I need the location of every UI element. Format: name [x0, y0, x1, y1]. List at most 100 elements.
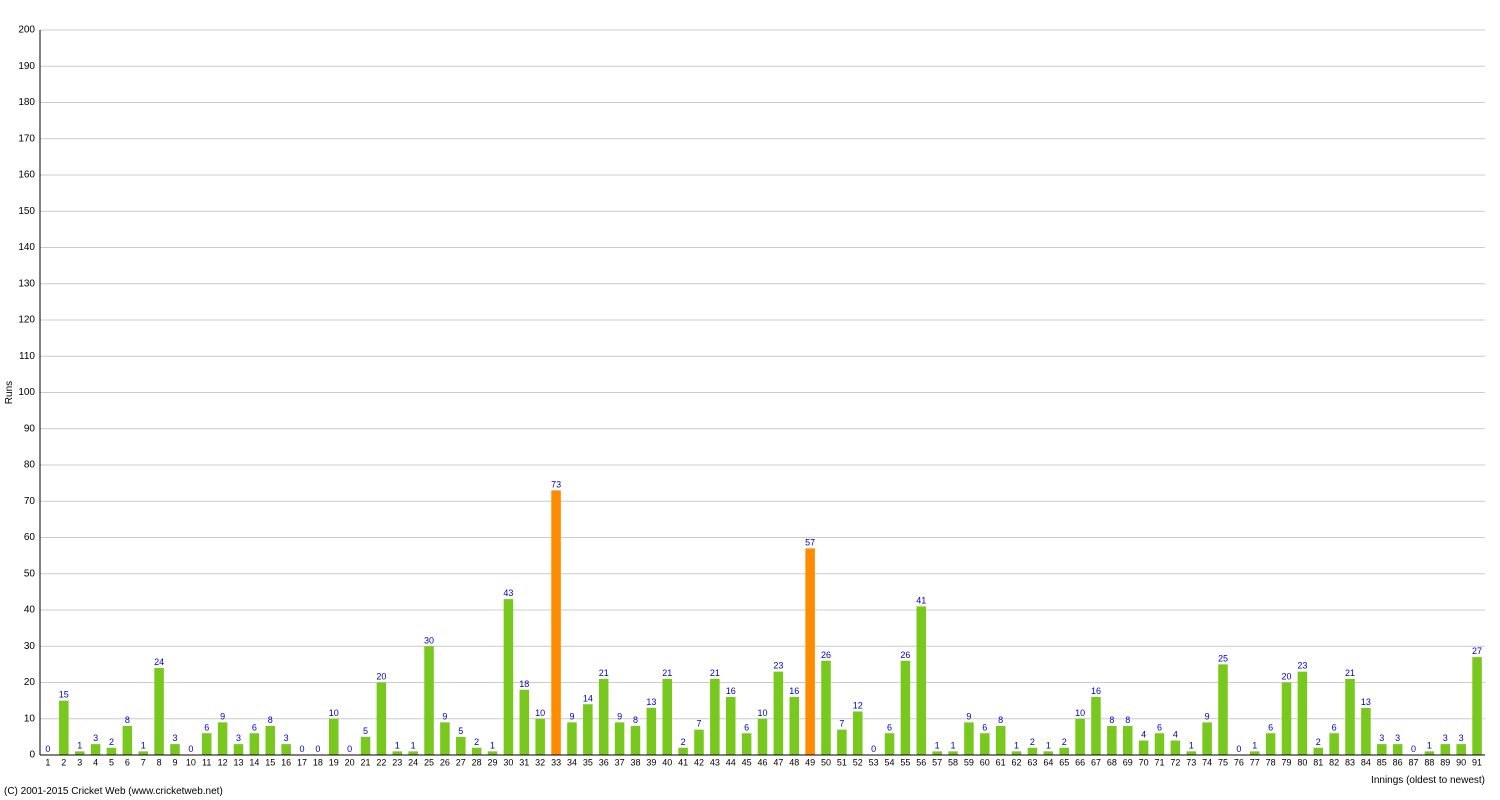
- bar-value-label: 16: [726, 686, 736, 696]
- x-tick-label: 9: [172, 757, 177, 767]
- bar: [1282, 683, 1292, 756]
- bar-value-label: 1: [77, 740, 82, 750]
- bar: [1218, 664, 1228, 755]
- bar: [647, 708, 657, 755]
- x-tick-label: 15: [265, 757, 275, 767]
- bar-value-label: 6: [204, 722, 209, 732]
- y-tick-label: 100: [18, 387, 35, 398]
- bar-value-label: 23: [1297, 661, 1307, 671]
- x-tick-label: 57: [932, 757, 942, 767]
- y-tick-label: 70: [24, 496, 36, 507]
- x-tick-label: 31: [519, 757, 529, 767]
- bar: [678, 748, 688, 755]
- bar: [1044, 751, 1054, 755]
- bar: [123, 726, 133, 755]
- bar: [1377, 744, 1387, 755]
- bar-value-label: 10: [1075, 708, 1085, 718]
- bar: [202, 733, 212, 755]
- bar-value-label: 2: [1316, 737, 1321, 747]
- y-tick-label: 140: [18, 242, 35, 253]
- bar-value-label: 3: [1443, 733, 1448, 743]
- bar-value-label: 20: [376, 672, 386, 682]
- bar: [885, 733, 895, 755]
- bar-value-label: 1: [395, 740, 400, 750]
- x-tick-label: 53: [869, 757, 879, 767]
- chart-container: 0102030405060708090100110120130140150160…: [0, 0, 1500, 800]
- x-ticks: 1234567891011121314151617181920212223242…: [45, 757, 1482, 767]
- bar-labels: 0151328124306936830010052011309521431810…: [45, 479, 1482, 754]
- bar-value-label: 3: [1459, 733, 1464, 743]
- bar-value-label: 0: [299, 744, 304, 754]
- bar: [742, 733, 752, 755]
- bar: [1250, 751, 1260, 755]
- bar: [1155, 733, 1165, 755]
- x-tick-label: 87: [1409, 757, 1419, 767]
- bar: [599, 679, 609, 755]
- x-tick-label: 73: [1186, 757, 1196, 767]
- bar: [1171, 741, 1181, 756]
- bar-value-label: 8: [268, 715, 273, 725]
- bar: [853, 712, 863, 756]
- bar-value-label: 2: [1030, 737, 1035, 747]
- bar: [281, 744, 291, 755]
- bar: [789, 697, 799, 755]
- bar-value-label: 6: [982, 722, 987, 732]
- x-tick-label: 65: [1059, 757, 1069, 767]
- x-tick-label: 12: [218, 757, 228, 767]
- bar-value-label: 9: [442, 711, 447, 721]
- bar-chart: 0102030405060708090100110120130140150160…: [0, 0, 1500, 800]
- y-tick-label: 160: [18, 170, 35, 181]
- bar-value-label: 15: [59, 690, 69, 700]
- bar-value-label: 0: [1411, 744, 1416, 754]
- bar: [901, 661, 911, 755]
- x-tick-label: 62: [1012, 757, 1022, 767]
- x-tick-label: 76: [1234, 757, 1244, 767]
- bar: [1028, 748, 1038, 755]
- x-tick-label: 47: [773, 757, 783, 767]
- bar-value-label: 24: [154, 657, 164, 667]
- bar: [917, 606, 927, 755]
- x-tick-label: 25: [424, 757, 434, 767]
- bar-value-label: 8: [1109, 715, 1114, 725]
- bar-value-label: 1: [1014, 740, 1019, 750]
- bar: [1425, 751, 1435, 755]
- bar: [1361, 708, 1371, 755]
- bar: [1329, 733, 1339, 755]
- bar: [393, 751, 403, 755]
- bar-value-label: 23: [773, 661, 783, 671]
- bar: [821, 661, 831, 755]
- x-tick-label: 34: [567, 757, 577, 767]
- bar-value-label: 4: [1141, 730, 1146, 740]
- bar: [948, 751, 958, 755]
- bar: [361, 737, 371, 755]
- bar-value-label: 16: [789, 686, 799, 696]
- x-tick-label: 44: [726, 757, 736, 767]
- x-tick-label: 88: [1424, 757, 1434, 767]
- x-tick-label: 28: [472, 757, 482, 767]
- bar-value-label: 9: [966, 711, 971, 721]
- bar-value-label: 6: [1268, 722, 1273, 732]
- x-tick-label: 14: [249, 757, 259, 767]
- y-tick-label: 110: [19, 351, 35, 362]
- bar-value-label: 6: [1157, 722, 1162, 732]
- bar-value-label: 10: [535, 708, 545, 718]
- x-tick-label: 40: [662, 757, 672, 767]
- bar: [694, 730, 704, 755]
- x-tick-label: 79: [1282, 757, 1292, 767]
- bar: [662, 679, 672, 755]
- bar: [1472, 657, 1482, 755]
- x-tick-label: 37: [615, 757, 625, 767]
- bar-value-label: 10: [757, 708, 767, 718]
- bar-value-label: 1: [490, 740, 495, 750]
- bar-value-label: 3: [172, 733, 177, 743]
- bar-value-label: 13: [646, 697, 656, 707]
- y-tick-label: 120: [18, 315, 35, 326]
- bar: [774, 672, 784, 755]
- bar-value-label: 0: [1236, 744, 1241, 754]
- bar: [567, 722, 577, 755]
- bar-value-label: 6: [1332, 722, 1337, 732]
- bar: [1139, 741, 1149, 756]
- bar-value-label: 0: [347, 744, 352, 754]
- bar-value-label: 1: [1427, 740, 1432, 750]
- bar: [837, 730, 847, 755]
